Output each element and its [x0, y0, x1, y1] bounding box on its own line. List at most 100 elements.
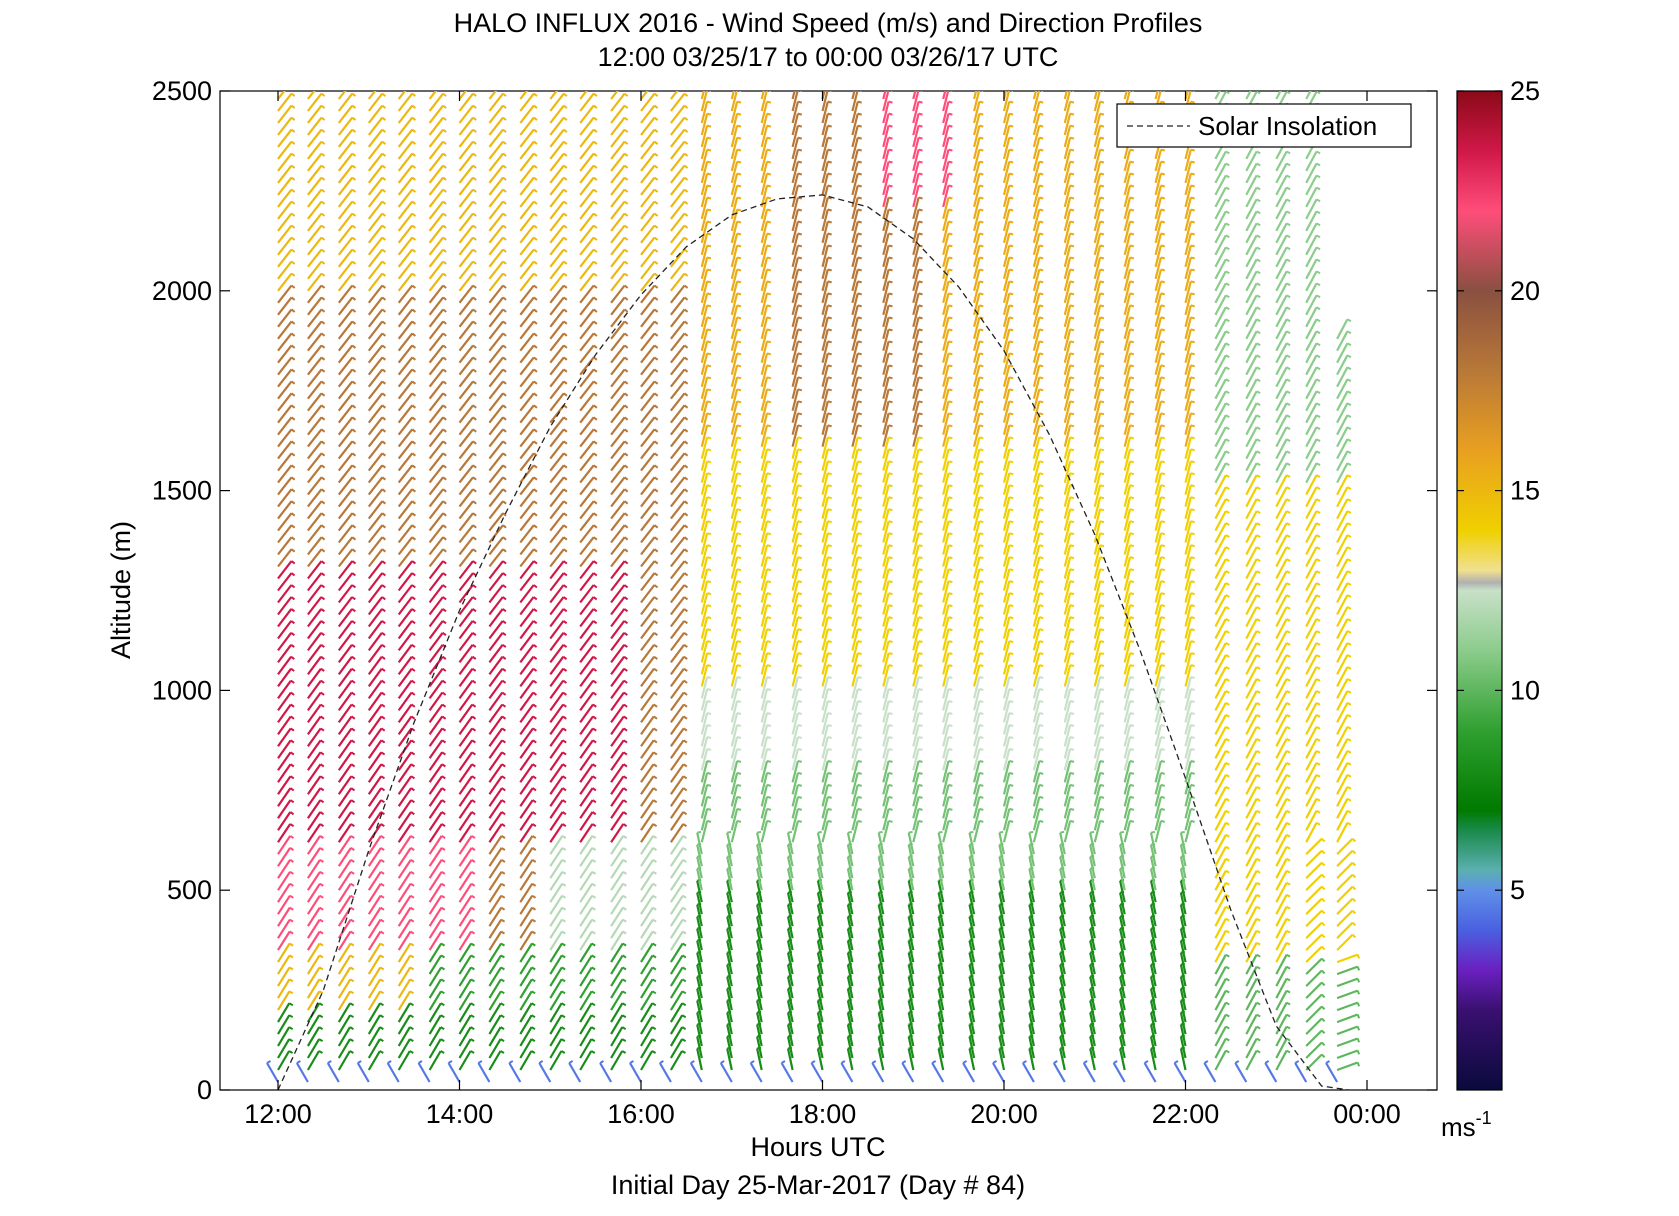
wind-barb-staff: [277, 500, 293, 520]
wind-barb-feather: [411, 92, 417, 97]
wind-barb: [397, 572, 416, 592]
wind-barb-staff: [337, 978, 352, 999]
wind-barb-feather: [797, 724, 803, 727]
wind-barb-feather: [736, 544, 742, 548]
wind-barb-staff: [306, 954, 321, 975]
wind-barb-feather: [351, 596, 356, 601]
wind-barb: [295, 1060, 309, 1083]
wind-barb-feather: [411, 679, 416, 684]
wind-barb-feather: [381, 164, 387, 169]
wind-barb: [277, 104, 296, 124]
wind-barb: [397, 954, 415, 975]
wind-barb: [367, 104, 387, 124]
wind-barb-feather: [797, 628, 803, 632]
wind-barb: [337, 787, 356, 807]
wind-barb-feather: [857, 664, 862, 667]
wind-barb-staff: [326, 1062, 340, 1083]
wind-barb-feather: [290, 739, 295, 744]
wind-barb-feather: [766, 760, 772, 763]
wind-barb-feather: [320, 416, 326, 421]
wind-barb-feather: [706, 460, 712, 464]
wind-barb: [397, 344, 417, 364]
wind-barb: [277, 248, 296, 268]
wind-barb: [397, 392, 417, 412]
wind-barb: [367, 404, 387, 424]
wind-barb: [367, 128, 387, 148]
wind-barb-staff: [277, 356, 293, 376]
wind-barb-staff: [367, 1038, 381, 1059]
wind-barb-feather: [320, 392, 326, 397]
wind-barb-feather: [351, 140, 357, 145]
wind-barb-staff: [306, 775, 322, 795]
wind-barb-staff: [306, 942, 321, 963]
wind-barb-feather: [706, 652, 712, 655]
wind-barb: [397, 488, 417, 508]
wind-barb-feather: [381, 368, 387, 373]
wind-barb: [306, 775, 325, 795]
wind-barb-staff: [367, 620, 383, 640]
wind-barb: [367, 560, 387, 580]
wind-barb-feather: [290, 476, 296, 481]
wind-barb-feather: [290, 284, 296, 289]
wind-barb: [428, 894, 446, 915]
wind-barb: [367, 476, 387, 496]
wind-barb-feather: [827, 712, 832, 715]
wind-barb-staff: [277, 930, 291, 951]
wind-barb: [307, 284, 326, 304]
wind-barb-feather: [442, 572, 447, 577]
wind-barb: [307, 248, 326, 268]
wind-barb-feather: [411, 667, 416, 672]
wind-barb-feather: [289, 823, 295, 828]
wind-barb: [307, 116, 326, 136]
wind-barb-feather: [736, 712, 742, 715]
wind-barb-feather: [706, 220, 712, 224]
wind-barb-feather: [350, 823, 355, 828]
wind-barb-staff: [367, 140, 384, 160]
wind-barb-staff: [307, 668, 322, 688]
wind-barb-staff: [337, 512, 354, 532]
wind-barb-feather: [411, 548, 417, 553]
wind-barb: [277, 608, 296, 628]
wind-barb-staff: [367, 404, 384, 424]
wind-barb-feather: [706, 807, 712, 811]
wind-barb-feather: [736, 232, 742, 236]
wind-barb-feather: [736, 304, 742, 308]
wind-barb-feather: [351, 92, 357, 97]
wind-barb: [367, 512, 387, 532]
wind-barb: [367, 631, 386, 652]
wind-barb-feather: [411, 655, 416, 660]
wind-barb-staff: [307, 620, 323, 640]
wind-barb-feather: [381, 236, 387, 241]
wind-barb: [367, 380, 387, 400]
wind-barb-staff: [397, 308, 414, 328]
wind-barb: [277, 596, 296, 616]
wind-barb-feather: [351, 608, 356, 613]
wind-barb-staff: [277, 763, 292, 783]
wind-barb: [367, 787, 386, 807]
wind-barb-feather: [290, 608, 296, 613]
wind-barb: [337, 823, 355, 843]
wind-barb-feather: [349, 1014, 355, 1019]
wind-barb-feather: [857, 819, 862, 823]
wind-barb-feather: [857, 340, 862, 344]
wind-barb-feather: [319, 775, 325, 780]
wind-barb: [337, 643, 356, 664]
wind-barb-feather: [441, 870, 446, 875]
wind-barb-feather: [857, 148, 862, 152]
wind-barb-feather: [411, 116, 417, 121]
wind-barb-staff: [367, 476, 384, 496]
wind-barb-feather: [857, 172, 862, 176]
wind-barb-staff: [277, 727, 292, 747]
wind-barb-staff: [277, 919, 291, 939]
wind-barb-feather: [381, 224, 387, 229]
wind-barb-feather: [380, 882, 385, 887]
wind-barb-feather: [350, 894, 355, 899]
wind-barb: [428, 799, 446, 819]
wind-barb: [397, 440, 417, 460]
wind-barb-staff: [277, 691, 292, 712]
wind-barb-feather: [442, 404, 447, 409]
wind-barb-feather: [706, 328, 712, 332]
wind-barb-feather: [797, 412, 803, 416]
wind-barb-feather: [350, 751, 356, 756]
wind-barb: [397, 858, 415, 879]
